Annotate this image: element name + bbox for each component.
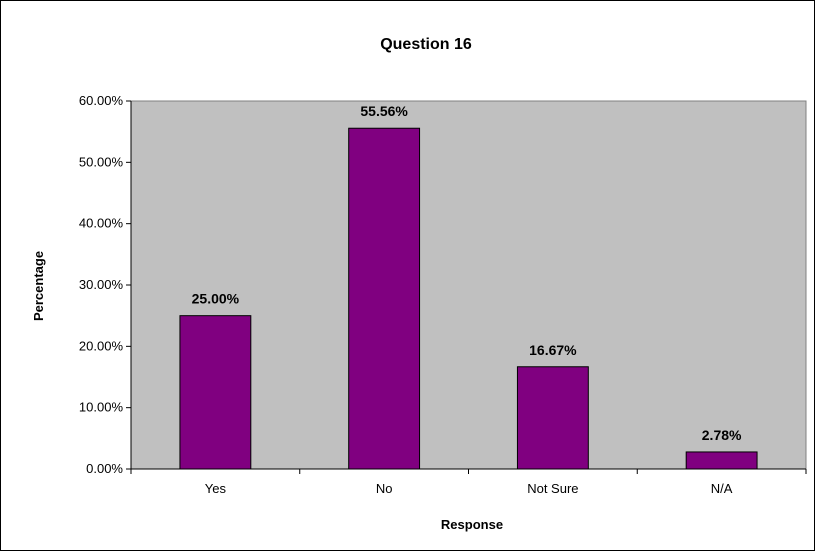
data-label: 16.67%	[529, 342, 577, 358]
x-tick-label: Not Sure	[527, 481, 578, 496]
x-tick-label: N/A	[711, 481, 733, 496]
bar-not-sure	[516, 366, 589, 470]
chart-title: Question 16	[380, 36, 472, 53]
bars-group	[179, 127, 758, 470]
data-labels-group: 25.00% 55.56% 16.67% 2.78%	[192, 103, 742, 443]
bar-no	[348, 127, 421, 470]
y-axis-title: Percentage	[31, 251, 46, 321]
x-tick-label: Yes	[205, 481, 227, 496]
y-tick-label: 0.00%	[86, 461, 123, 476]
data-label: 2.78%	[702, 427, 742, 443]
y-axis: 0.00% 10.00% 20.00% 30.00% 40.00% 50.00% 60.00…	[79, 93, 132, 476]
x-tick-label: No	[376, 481, 393, 496]
y-tick-label: 40.00%	[79, 216, 124, 231]
y-tick-label: 20.00%	[79, 338, 124, 353]
data-label: 55.56%	[360, 103, 408, 119]
x-axis: Yes No Not Sure N/A	[130, 468, 807, 496]
y-tick-label: 10.00%	[79, 400, 124, 415]
bar-n-a	[685, 451, 758, 470]
data-label: 25.00%	[192, 291, 240, 307]
y-tick-label: 50.00%	[79, 154, 124, 169]
bar-yes	[179, 315, 252, 470]
y-tick-label: 30.00%	[79, 277, 124, 292]
y-tick-label: 60.00%	[79, 93, 124, 108]
x-axis-title: Response	[441, 517, 503, 532]
